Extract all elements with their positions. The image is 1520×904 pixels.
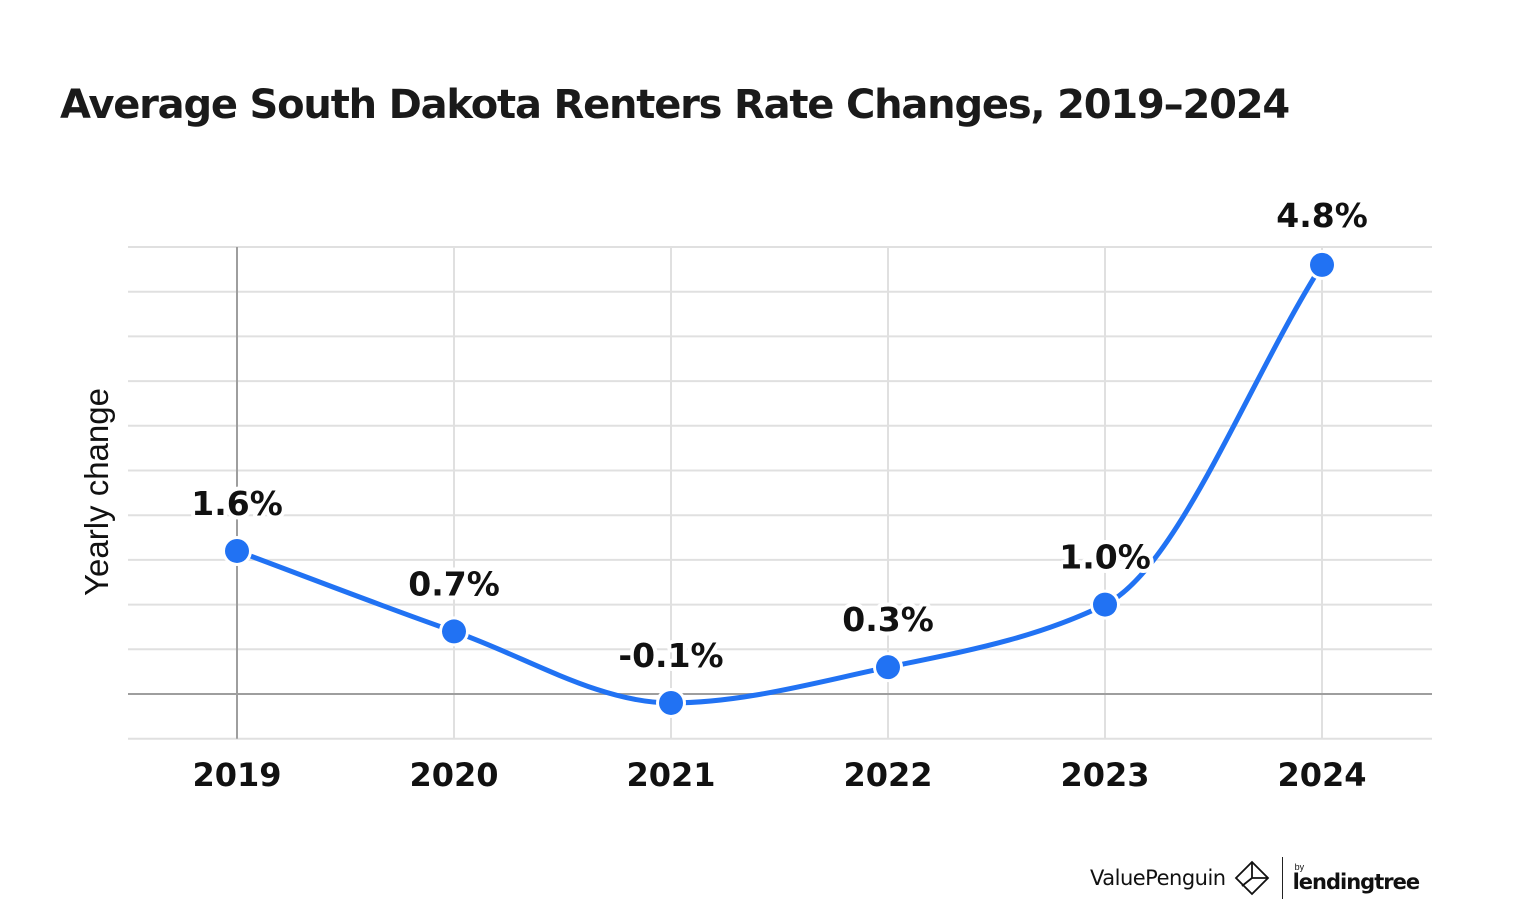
data-point [225, 538, 249, 563]
data-label: 1.6% [191, 484, 283, 523]
chart-title: Average South Dakota Renters Rate Change… [60, 82, 1290, 128]
data-labels: 1.6%1.6%0.7%0.7%-0.1%-0.1%0.3%0.3%1.0%1.… [187, 192, 1372, 679]
lendingtree-wordmark: lendingtree [1292, 870, 1420, 894]
data-point [1093, 592, 1117, 617]
data-label: 4.8% [1276, 196, 1368, 235]
x-tick-label: 2024 [1277, 756, 1366, 794]
data-label: 0.7% [408, 564, 500, 603]
by-text: by [1294, 862, 1305, 872]
footer-branding: ValuePenguin by lendingtree [1090, 856, 1420, 900]
data-label: 0.3% [842, 600, 934, 639]
data-label-halo: 1.0% [1059, 538, 1151, 577]
data-label-halo: 4.8% [1276, 196, 1368, 235]
data-points [222, 249, 1337, 718]
x-tick-label: 2023 [1060, 756, 1149, 794]
lendingtree-logo: by lendingtree [1292, 862, 1420, 894]
data-point [442, 619, 466, 644]
data-point [876, 655, 900, 680]
data-label-halo: -0.1% [618, 636, 723, 675]
data-point [1310, 252, 1334, 277]
x-tick-label: 2019 [192, 756, 281, 794]
data-label-halo: 0.7% [408, 564, 500, 603]
y-axis-label: Yearly change [78, 388, 115, 596]
data-label-halo: 0.3% [842, 600, 934, 639]
data-label: -0.1% [618, 636, 723, 675]
valuepenguin-wordmark: ValuePenguin [1090, 866, 1226, 890]
data-point [659, 690, 683, 715]
x-tick-label: 2022 [843, 756, 932, 794]
data-label-halo: 1.6% [191, 484, 283, 523]
x-tick-label: 2020 [409, 756, 498, 794]
footer-divider [1281, 857, 1283, 899]
x-tick-label: 2021 [626, 756, 715, 794]
horizontal-gridlines [128, 246, 1432, 740]
valuepenguin-logo-icon [1234, 860, 1269, 896]
series-line [234, 262, 1325, 706]
data-label: 1.0% [1059, 538, 1151, 577]
x-axis-tick-labels: 2019 2020 2021 2022 2023 2024 [192, 756, 1366, 794]
